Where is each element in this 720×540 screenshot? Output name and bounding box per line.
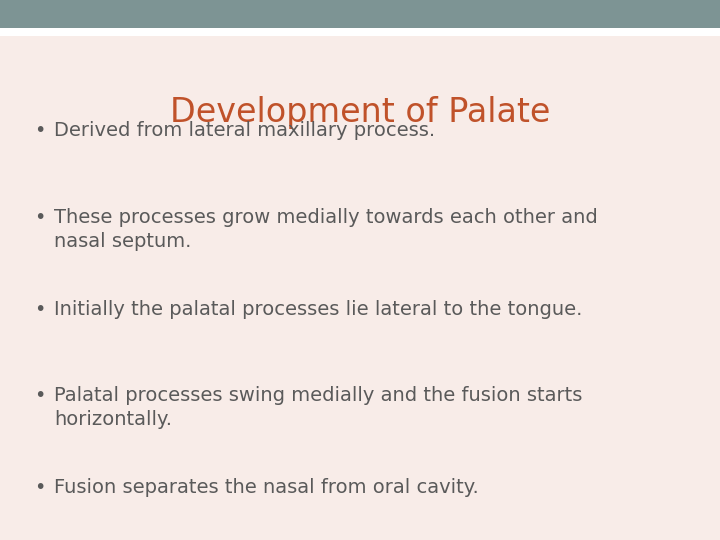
Text: •: •	[34, 478, 45, 497]
Text: Derived from lateral maxillary process.: Derived from lateral maxillary process.	[54, 122, 435, 140]
Bar	[0, 28, 720, 36]
Text: These processes grow medially towards each other and
nasal septum.: These processes grow medially towards ea…	[54, 208, 598, 251]
Text: Palatal processes swing medially and the fusion starts
horizontally.: Palatal processes swing medially and the…	[54, 386, 582, 429]
Text: •: •	[34, 208, 45, 227]
Bar	[0, 0, 720, 28]
Text: Fusion separates the nasal from oral cavity.: Fusion separates the nasal from oral cav…	[54, 478, 479, 497]
Text: Development of Palate: Development of Palate	[170, 96, 550, 129]
Text: •: •	[34, 122, 45, 140]
Text: •: •	[34, 300, 45, 319]
Text: •: •	[34, 386, 45, 405]
Text: Initially the palatal processes lie lateral to the tongue.: Initially the palatal processes lie late…	[54, 300, 582, 319]
